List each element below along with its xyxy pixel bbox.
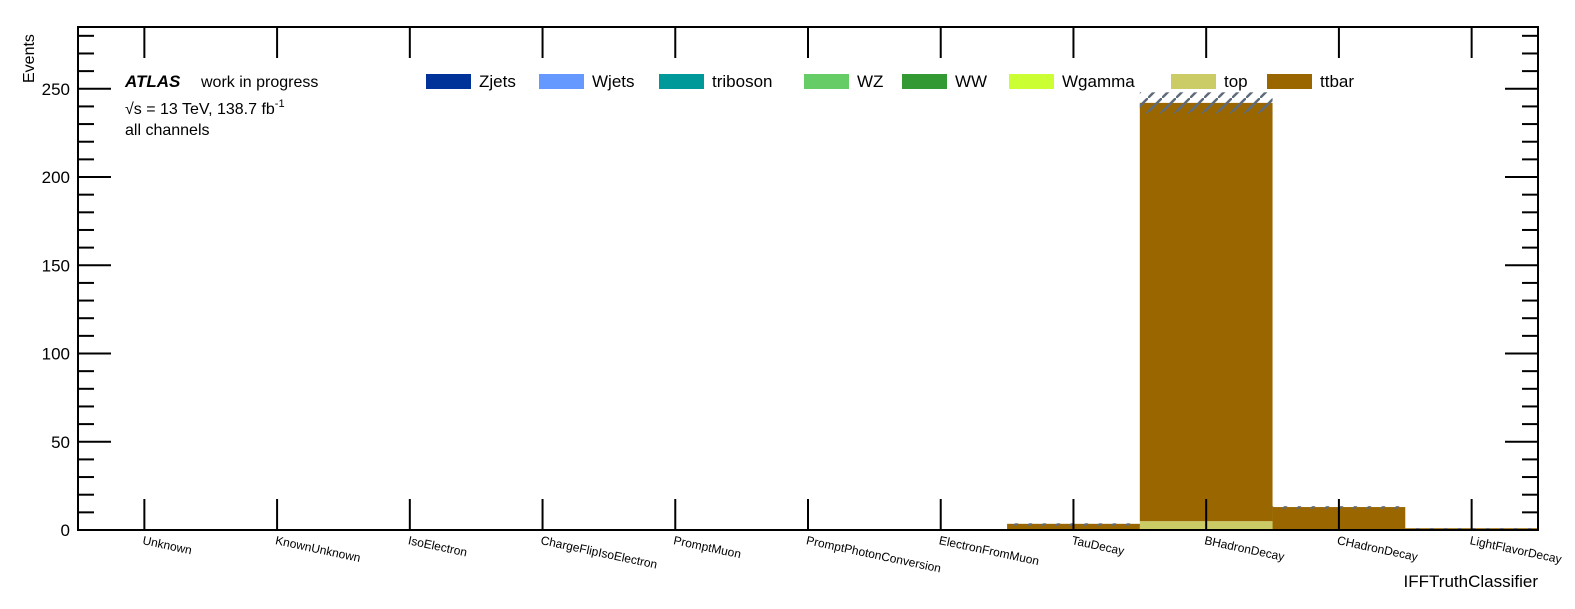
x-tick-label: ElectronFromMuon xyxy=(938,533,1041,568)
atlas-label: ATLAS xyxy=(124,72,181,91)
x-tick-label: TauDecay xyxy=(1070,533,1125,558)
y-tick-label: 50 xyxy=(51,433,70,452)
legend-label-triboson: triboson xyxy=(712,72,772,91)
y-tick-label: 250 xyxy=(42,80,70,99)
axis-ticks xyxy=(78,27,1538,531)
legend-swatch-WW xyxy=(902,74,947,89)
legend-label-WZ: WZ xyxy=(857,72,883,91)
y-tick-labels: 0 50 100 150 200 250 xyxy=(42,80,70,540)
x-tick-label: KnownUnknown xyxy=(274,533,362,565)
legend-swatch-Wjets xyxy=(539,74,584,89)
stacked-bars xyxy=(1007,102,1538,530)
sqrt-symbol: √ xyxy=(125,101,134,118)
x-tick-label: BHadronDecay xyxy=(1203,533,1286,564)
energy-sqrt-var: s xyxy=(134,101,142,118)
legend-swatch-Wgamma xyxy=(1009,74,1054,89)
legend-label-WW: WW xyxy=(955,72,987,91)
status-label: work in progress xyxy=(200,74,318,91)
legend: Zjets Wjets triboson WZ WW Wgamma top ttbar xyxy=(426,72,1354,91)
legend-swatch-WZ xyxy=(804,74,849,89)
energy-text: = 13 TeV, 138.7 fb xyxy=(142,101,275,118)
lumi-exponent: -1 xyxy=(275,98,285,110)
y-tick-label: 150 xyxy=(42,256,70,275)
x-tick-label: Unknown xyxy=(141,533,193,557)
legend-swatch-Zjets xyxy=(426,74,471,89)
legend-label-Zjets: Zjets xyxy=(479,72,516,91)
legend-label-Wgamma: Wgamma xyxy=(1062,72,1135,91)
legend-label-top: top xyxy=(1224,72,1248,91)
x-axis-label: IFFTruthClassifier xyxy=(1404,572,1539,591)
x-tick-labels: Unknown KnownUnknown IsoElectron ChargeFlip… xyxy=(141,533,1563,575)
legend-swatch-top xyxy=(1171,74,1216,89)
y-tick-label: 200 xyxy=(42,168,70,187)
legend-label-Wjets: Wjets xyxy=(592,72,635,91)
energy-lumi-label: √s = 13 TeV, 138.7 fb-1 xyxy=(125,98,285,118)
x-tick-label: PromptMuon xyxy=(672,533,742,561)
x-tick-label: IsoElectron xyxy=(407,533,469,559)
x-tick-label: CHadronDecay xyxy=(1336,533,1419,564)
legend-label-ttbar: ttbar xyxy=(1320,72,1354,91)
channel-label: all channels xyxy=(125,122,210,139)
x-tick-label: PromptPhotonConversion xyxy=(805,533,942,575)
y-tick-label: 0 xyxy=(61,521,70,540)
legend-swatch-ttbar xyxy=(1267,74,1312,89)
legend-swatch-triboson xyxy=(659,74,704,89)
x-tick-label: LightFlavorDecay xyxy=(1469,533,1563,566)
uncertainty-BHadronDecay xyxy=(1139,92,1273,114)
y-tick-label: 100 xyxy=(42,345,70,364)
x-tick-label: ChargeFlipIsoElectron xyxy=(540,533,659,571)
y-axis-label: Events xyxy=(21,34,38,83)
plot-frame xyxy=(77,26,1539,531)
bar-ttbar-BHadronDecay xyxy=(1139,102,1273,522)
